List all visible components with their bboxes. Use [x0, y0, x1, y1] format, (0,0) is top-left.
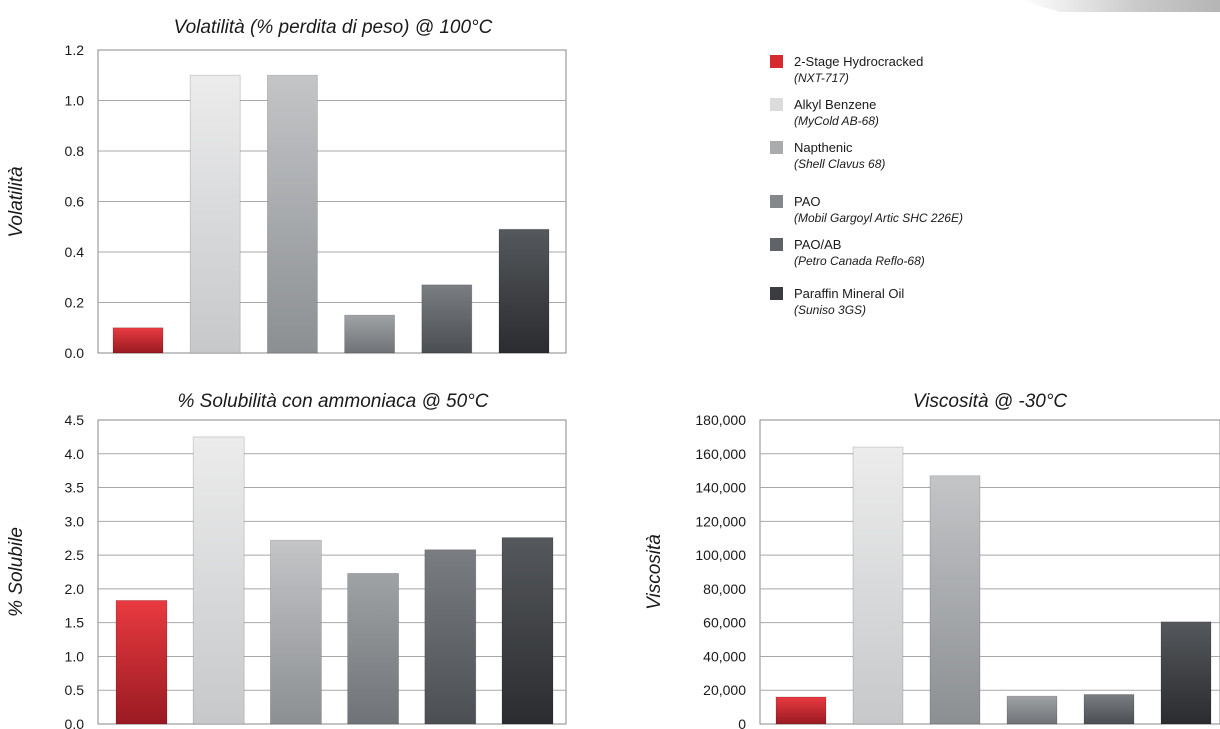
- chart-title: Volatilità (% perdita di peso) @ 100°C: [174, 17, 493, 38]
- legend-item: PAO (Mobil Gargoyl Artic SHC 226E): [770, 193, 963, 226]
- legend-item: PAO/AB (Petro Canada Reflo-68): [770, 236, 925, 269]
- legend-name: 2-Stage Hydrocracked: [794, 54, 924, 69]
- y-tick-label: 120,000: [695, 513, 746, 529]
- y-tick-label: 0.2: [65, 295, 85, 311]
- y-tick-label: 140,000: [695, 480, 746, 496]
- chart-title: % Solubilità con ammoniaca @ 50°C: [178, 391, 489, 412]
- y-tick-label: 0.0: [65, 345, 85, 361]
- legend-item: Napthenic (Shell Clavus 68): [770, 139, 885, 172]
- legend-name: PAO: [794, 194, 821, 209]
- bar: [189, 74, 241, 354]
- chart-1: 0.0 0.2 0.4 0.6 0.8 1.0 1.2 Volatilità (% perdi…: [6, 17, 567, 361]
- y-tick-label: 80,000: [703, 581, 746, 597]
- bar: [775, 696, 827, 725]
- legend-item: Paraffin Mineral Oil (Suniso 3GS): [770, 285, 904, 318]
- bar: [269, 539, 322, 725]
- legend-swatch: [770, 238, 783, 251]
- y-tick-label: 1.0: [65, 93, 85, 109]
- legend-name: Paraffin Mineral Oil: [794, 286, 905, 301]
- legend-name: PAO/AB: [794, 237, 842, 252]
- legend-subtitle: (Shell Clavus 68): [794, 157, 886, 171]
- y-axis-label: % Solubile: [6, 527, 27, 617]
- y-tick-label: 180,000: [695, 412, 746, 428]
- legend-text: Alkyl Benzene (MyCold AB-68): [794, 96, 879, 129]
- y-tick-label: 40,000: [703, 648, 746, 664]
- y-tick-label: 0: [738, 716, 746, 729]
- legend-subtitle: (Mobil Gargoyl Artic SHC 226E): [794, 211, 963, 225]
- legend-swatch: [770, 98, 783, 111]
- y-tick-label: 0.4: [65, 244, 85, 260]
- y-tick-label: 4.5: [65, 412, 85, 428]
- y-tick-label: 160,000: [695, 446, 746, 462]
- y-tick-label: 2.0: [65, 581, 85, 597]
- y-tick-label: 60,000: [703, 615, 746, 631]
- legend-subtitle: (Petro Canada Reflo-68): [794, 254, 925, 268]
- y-tick-label: 20,000: [703, 682, 746, 698]
- legend-item: 2-Stage Hydrocracked (NXT-717): [770, 53, 923, 86]
- legend-name: Napthenic: [794, 140, 853, 155]
- bar: [192, 436, 245, 725]
- y-tick-label: 0.8: [65, 143, 85, 159]
- y-tick-label: 1.5: [65, 615, 85, 631]
- legend-text: PAO (Mobil Gargoyl Artic SHC 226E): [794, 193, 963, 226]
- bar: [852, 446, 904, 725]
- bar: [929, 475, 981, 725]
- plot-frame: [97, 419, 567, 725]
- legend-swatch: [770, 287, 783, 300]
- chart-title: Viscosità @ -30°C: [913, 391, 1068, 412]
- y-tick-label: 3.0: [65, 513, 85, 529]
- chart-2: 0.0 0.5 1.0 1.5 2.0 2.5 3.0 3.5 4.0 4.5 % Solubili…: [6, 391, 567, 729]
- legend-subtitle: (NXT-717): [794, 71, 849, 85]
- y-axis-label: Viscosità: [644, 534, 665, 610]
- y-tick-label: 2.5: [65, 547, 85, 563]
- legend-text: Paraffin Mineral Oil (Suniso 3GS): [794, 285, 904, 318]
- bar: [501, 537, 554, 725]
- y-tick-label: 1.2: [65, 42, 85, 58]
- legend-text: PAO/AB (Petro Canada Reflo-68): [794, 236, 925, 269]
- legend-item: Alkyl Benzene (MyCold AB-68): [770, 96, 879, 129]
- bar: [112, 327, 164, 354]
- y-tick-label: 3.5: [65, 480, 85, 496]
- bar: [344, 314, 396, 354]
- legend-swatch: [770, 195, 783, 208]
- legend-swatch: [770, 141, 783, 154]
- bar: [498, 228, 550, 354]
- legend-text: 2-Stage Hydrocracked (NXT-717): [794, 53, 923, 86]
- bar: [347, 572, 400, 725]
- y-tick-label: 100,000: [695, 547, 746, 563]
- legend-text: Napthenic (Shell Clavus 68): [794, 139, 885, 172]
- bar: [421, 284, 473, 354]
- legend-name: Alkyl Benzene: [794, 97, 877, 112]
- y-tick-label: 0.0: [65, 716, 85, 729]
- y-tick-label: 1.0: [65, 648, 85, 664]
- bar: [266, 74, 318, 354]
- y-tick-label: 4.0: [65, 446, 85, 462]
- plot-frame: [759, 419, 1220, 725]
- bar: [1083, 694, 1135, 725]
- bar: [1006, 695, 1058, 725]
- y-tick-label: 0.5: [65, 682, 85, 698]
- bar: [1160, 621, 1212, 725]
- chart-3: 0 20,000 40,000 60,000 80,000 100,000 120,000 1…: [644, 391, 1220, 729]
- bar: [115, 599, 168, 725]
- legend-subtitle: (MyCold AB-68): [794, 114, 879, 128]
- legend-subtitle: (Suniso 3GS): [794, 303, 867, 317]
- y-axis-label: Volatilità: [6, 166, 27, 237]
- bar: [424, 549, 477, 725]
- y-tick-label: 0.6: [65, 194, 85, 210]
- legend-swatch: [770, 55, 783, 68]
- corner-decoration: [1020, 0, 1220, 12]
